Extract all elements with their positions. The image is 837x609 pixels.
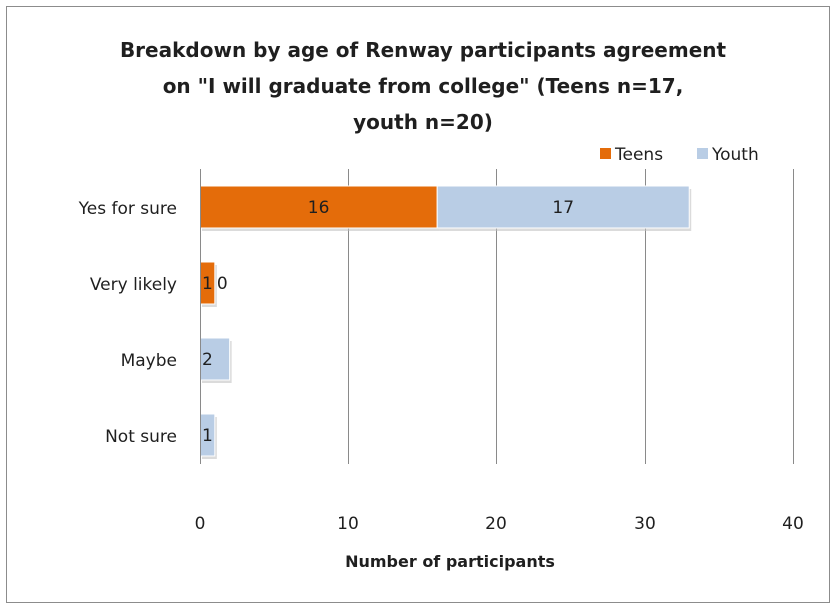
- category-label-yes-for-sure: Yes for sure: [78, 199, 177, 219]
- chart-title-line-3: youth n=20): [353, 110, 493, 134]
- data-label-youth-not-sure: 1: [202, 426, 213, 446]
- chart-title: Breakdown by age of Renway participants …: [120, 38, 727, 134]
- x-tick-label-0: 0: [195, 514, 206, 534]
- chart-border: [6, 6, 830, 603]
- bar-youth-maybe: [199, 337, 231, 381]
- data-label-youth-maybe: 2: [202, 350, 213, 370]
- category-label-maybe: Maybe: [121, 351, 177, 371]
- chart-title-line-2: on "I will graduate from college" (Teens…: [163, 74, 684, 98]
- bar-teens-yes-for-sure: [199, 185, 438, 229]
- legend: Teens Youth: [600, 145, 759, 165]
- category-labels: Yes for sure Very likely Maybe Not sure: [78, 199, 177, 447]
- x-tick-label-40: 40: [782, 514, 804, 534]
- legend-swatch-teens: [600, 148, 611, 159]
- data-labels: 16 171 021: [202, 198, 574, 446]
- x-axis-title: Number of participants: [345, 552, 555, 571]
- category-label-not-sure: Not sure: [105, 427, 177, 447]
- bar-youth-yes-for-sure: [436, 185, 690, 229]
- x-tick-label-30: 30: [634, 514, 656, 534]
- x-axis-ticks: 0 10 20 30 40: [195, 514, 804, 534]
- chart-title-line-1: Breakdown by age of Renway participants …: [120, 38, 727, 62]
- legend-swatch-youth: [697, 148, 708, 159]
- x-tick-label-10: 10: [337, 514, 359, 534]
- data-label-teens-very-likely: 1: [202, 274, 213, 294]
- legend-label-teens: Teens: [614, 145, 663, 165]
- x-tick-label-20: 20: [485, 514, 507, 534]
- data-label-youth-very-likely: 0: [217, 274, 228, 294]
- legend-label-youth: Youth: [711, 145, 759, 165]
- category-label-very-likely: Very likely: [90, 275, 177, 295]
- data-label-youth-yes-for-sure: 17: [552, 198, 574, 218]
- data-label-teens-yes-for-sure: 16: [308, 198, 330, 218]
- bars: [199, 185, 692, 459]
